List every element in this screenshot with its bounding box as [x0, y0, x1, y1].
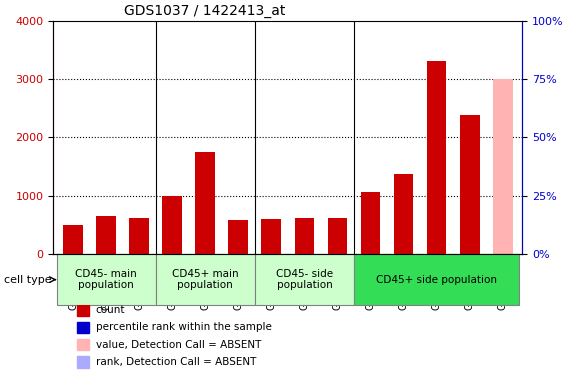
Bar — [63, 225, 83, 254]
Bar — [328, 218, 348, 254]
Text: CD45+ side population: CD45+ side population — [376, 274, 497, 285]
FancyBboxPatch shape — [57, 254, 156, 305]
Bar — [77, 339, 89, 351]
Text: percentile rank within the sample: percentile rank within the sample — [95, 322, 272, 333]
Bar — [195, 152, 215, 254]
Text: count: count — [95, 305, 125, 315]
Text: cell type: cell type — [4, 274, 52, 285]
FancyBboxPatch shape — [354, 254, 519, 305]
Bar — [130, 218, 149, 254]
Bar — [493, 79, 512, 254]
Bar — [77, 304, 89, 316]
Bar — [361, 192, 381, 254]
Bar — [394, 174, 414, 254]
Text: value, Detection Call = ABSENT: value, Detection Call = ABSENT — [95, 340, 261, 350]
Bar — [77, 322, 89, 333]
Bar — [460, 115, 479, 254]
FancyBboxPatch shape — [156, 254, 255, 305]
Text: CD45- main
population: CD45- main population — [76, 269, 137, 290]
Text: rank, Detection Call = ABSENT: rank, Detection Call = ABSENT — [95, 357, 256, 367]
Bar — [427, 62, 446, 254]
Bar — [228, 220, 248, 254]
Bar — [97, 216, 116, 254]
Text: CD45+ main
population: CD45+ main population — [172, 269, 239, 290]
Bar — [261, 219, 281, 254]
Bar — [162, 196, 182, 254]
Bar — [77, 356, 89, 368]
Text: CD45- side
population: CD45- side population — [276, 269, 333, 290]
FancyBboxPatch shape — [255, 254, 354, 305]
Text: GDS1037 / 1422413_at: GDS1037 / 1422413_at — [124, 4, 285, 18]
Bar — [295, 219, 314, 254]
